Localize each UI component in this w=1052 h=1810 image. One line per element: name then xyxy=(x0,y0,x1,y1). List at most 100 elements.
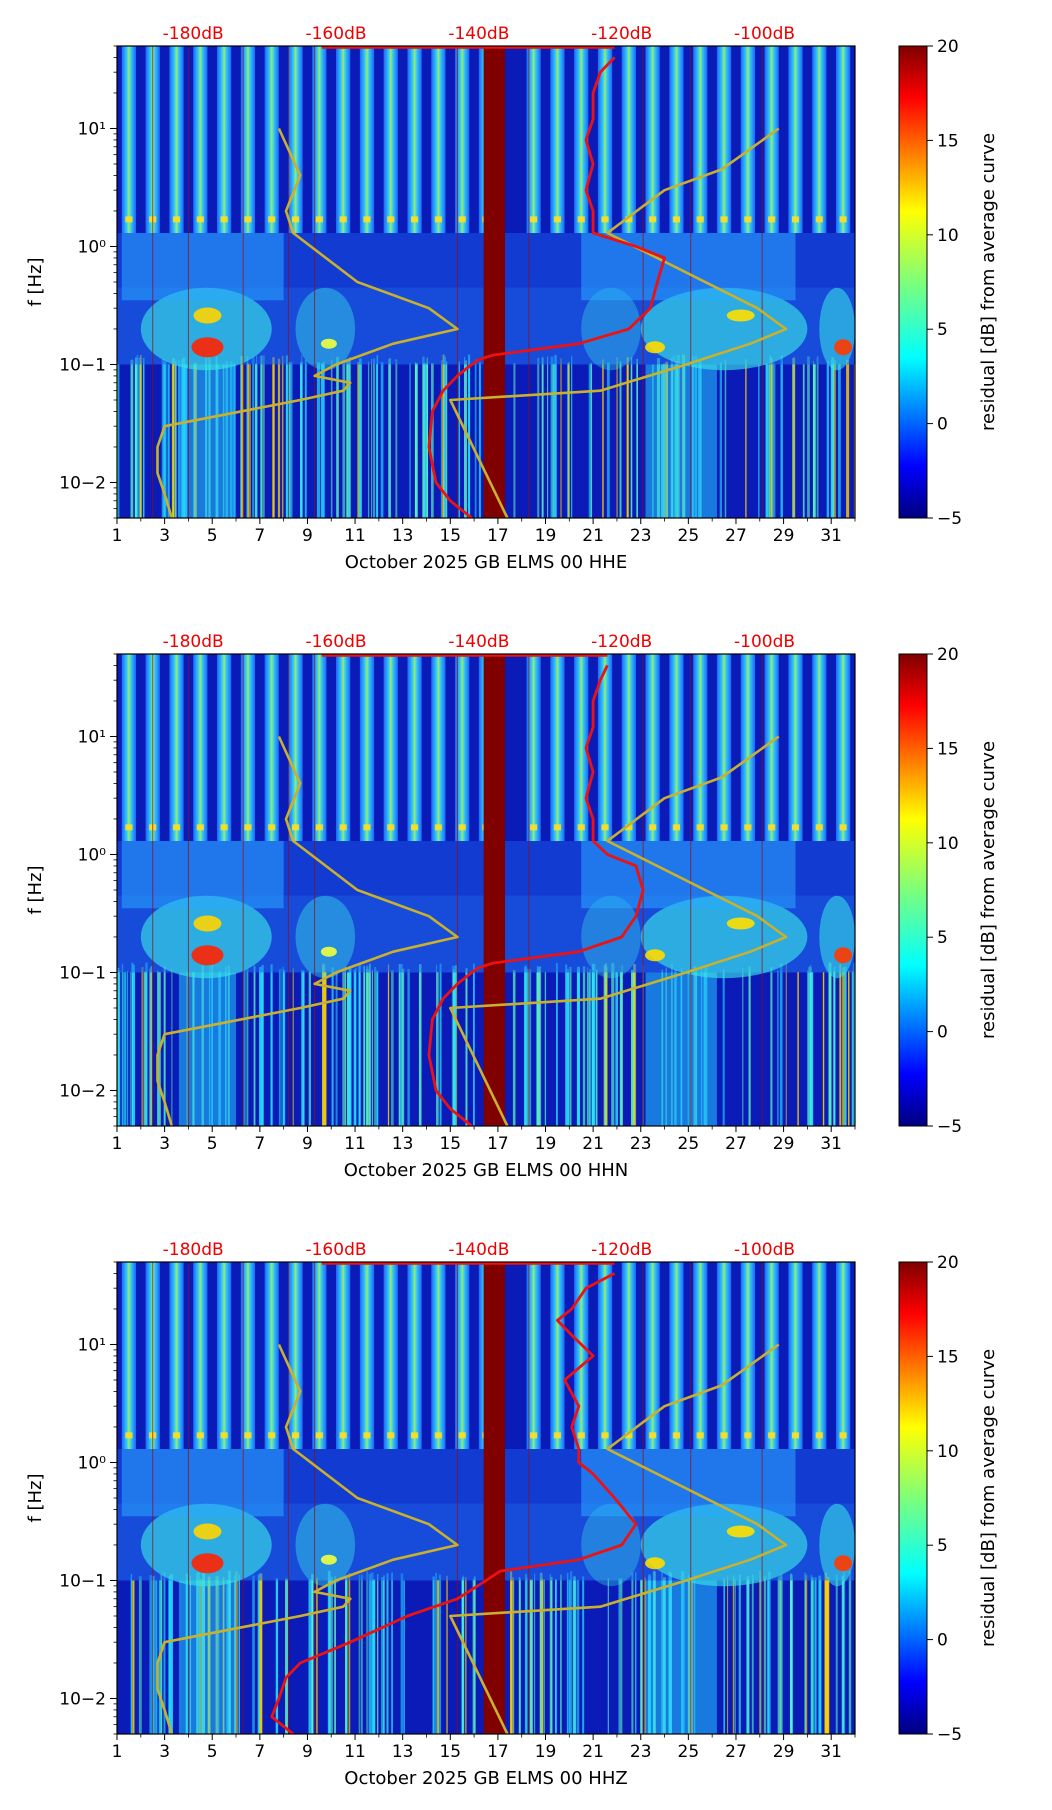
mid-band-activity xyxy=(121,841,284,909)
x-tick-label: 1 xyxy=(112,1742,123,1762)
low-frequency-stripe xyxy=(626,357,629,518)
x-tick-label: 25 xyxy=(678,1742,700,1762)
diurnal-stripe-peak xyxy=(291,1432,300,1439)
low-frequency-stripe xyxy=(363,966,366,1126)
diurnal-stripe xyxy=(336,46,351,234)
low-frequency-band xyxy=(178,972,237,1126)
low-frequency-stripe xyxy=(607,1578,609,1734)
x-tick-label: 11 xyxy=(344,526,366,546)
low-frequency-stripe xyxy=(161,358,165,518)
diurnal-stripe xyxy=(740,46,756,234)
diurnal-stripe-peak xyxy=(625,216,633,223)
low-frequency-stripe xyxy=(371,970,373,1126)
low-frequency-stripe xyxy=(290,361,293,518)
y-tick-label: 10−2 xyxy=(59,1689,106,1709)
colorbar-tick-label: −5 xyxy=(937,1117,962,1137)
low-frequency-stripe xyxy=(777,970,779,1126)
colorbar-tick-label: 5 xyxy=(937,320,948,340)
diurnal-stripe xyxy=(455,46,470,234)
low-frequency-stripe xyxy=(247,362,249,518)
diurnal-stripe xyxy=(264,1262,279,1450)
low-frequency-stripe xyxy=(386,1573,389,1734)
low-frequency-stripe xyxy=(246,356,249,518)
y-tick-label: 10−2 xyxy=(59,473,106,493)
diurnal-stripe-peak xyxy=(577,1432,585,1439)
low-frequency-stripe xyxy=(374,966,377,1126)
low-frequency-stripe xyxy=(440,360,443,518)
diurnal-stripe xyxy=(383,654,398,842)
x-tick-label: 15 xyxy=(439,1134,461,1154)
low-frequency-stripe xyxy=(748,966,751,1126)
low-frequency-stripe xyxy=(353,969,356,1126)
low-frequency-stripe xyxy=(611,963,615,1126)
low-frequency-stripe xyxy=(566,1572,569,1734)
diurnal-stripe-peak xyxy=(125,1432,133,1439)
low-frequency-stripe xyxy=(526,968,529,1126)
diurnal-stripe xyxy=(407,46,422,234)
x-tick-label: 15 xyxy=(439,1742,461,1762)
colorbar-tick-label: 15 xyxy=(937,1347,959,1367)
top-db-label: -160dB xyxy=(305,632,366,652)
low-frequency-stripe xyxy=(619,971,623,1126)
mid-band-activity xyxy=(581,233,796,301)
low-frequency-stripe xyxy=(838,363,841,518)
top-db-label: -180dB xyxy=(163,24,224,44)
diurnal-stripe-peak xyxy=(839,216,847,223)
x-tick-label: 27 xyxy=(725,526,747,546)
low-frequency-stripe xyxy=(445,361,448,518)
microseism-glow xyxy=(819,287,855,371)
diurnal-stripe-peak xyxy=(244,1432,252,1439)
x-axis-label: October 2025 GB ELMS 00 HHE xyxy=(345,552,627,573)
low-frequency-stripe xyxy=(270,964,273,1126)
low-frequency-stripe xyxy=(381,1576,384,1734)
low-frequency-stripe xyxy=(814,1577,817,1734)
microseism-hotspot xyxy=(193,1523,222,1540)
diurnal-stripe xyxy=(740,1262,756,1450)
low-frequency-stripe xyxy=(301,969,305,1126)
diurnal-stripe-peak xyxy=(553,216,561,223)
diurnal-stripe-peak xyxy=(601,824,609,831)
microseism-glow xyxy=(581,895,641,979)
microseism-hotspot xyxy=(320,946,337,957)
diurnal-stripe xyxy=(693,654,708,842)
colorbar-tick-label: 0 xyxy=(937,1023,948,1043)
low-frequency-stripe xyxy=(602,359,604,518)
mid-band-activity xyxy=(121,233,284,301)
low-frequency-stripe xyxy=(344,966,347,1126)
low-frequency-stripe xyxy=(765,363,769,518)
diurnal-stripe-peak xyxy=(815,1432,823,1439)
microseism-hotspot xyxy=(645,341,666,354)
low-frequency-stripe xyxy=(391,1572,393,1734)
diurnal-stripe xyxy=(526,654,541,842)
low-frequency-stripe xyxy=(802,364,805,518)
y-tick-label: 10−1 xyxy=(59,355,106,375)
diurnal-stripe xyxy=(336,654,351,842)
diurnal-stripe xyxy=(645,1262,660,1450)
diurnal-stripe-peak xyxy=(768,824,776,831)
colorbar-tick-label: 0 xyxy=(937,1631,948,1651)
x-tick-label: 21 xyxy=(582,526,604,546)
diurnal-stripe-peak xyxy=(411,1432,419,1439)
low-frequency-stripe xyxy=(465,1577,467,1734)
low-frequency-stripe xyxy=(131,962,134,1126)
low-frequency-stripe xyxy=(171,968,173,1126)
low-frequency-stripe xyxy=(121,963,124,1126)
x-tick-label: 31 xyxy=(820,1742,842,1762)
x-tick-label: 9 xyxy=(302,1134,313,1154)
y-tick-label: 10¹ xyxy=(78,727,106,747)
diurnal-stripe-peak xyxy=(434,216,442,223)
low-frequency-band xyxy=(645,364,717,518)
diurnal-stripe-peak xyxy=(363,216,371,223)
low-frequency-stripe xyxy=(518,1577,521,1734)
low-frequency-stripe xyxy=(582,966,586,1126)
diurnal-stripe-peak xyxy=(744,824,752,831)
x-tick-label: 13 xyxy=(392,1742,414,1762)
diurnal-stripe xyxy=(431,654,446,842)
low-frequency-stripe xyxy=(833,966,836,1126)
low-frequency-stripe xyxy=(243,969,246,1126)
low-frequency-stripe xyxy=(772,362,774,518)
low-frequency-stripe xyxy=(444,356,446,518)
diurnal-stripe-peak xyxy=(672,1432,681,1439)
low-frequency-stripe xyxy=(123,972,127,1126)
